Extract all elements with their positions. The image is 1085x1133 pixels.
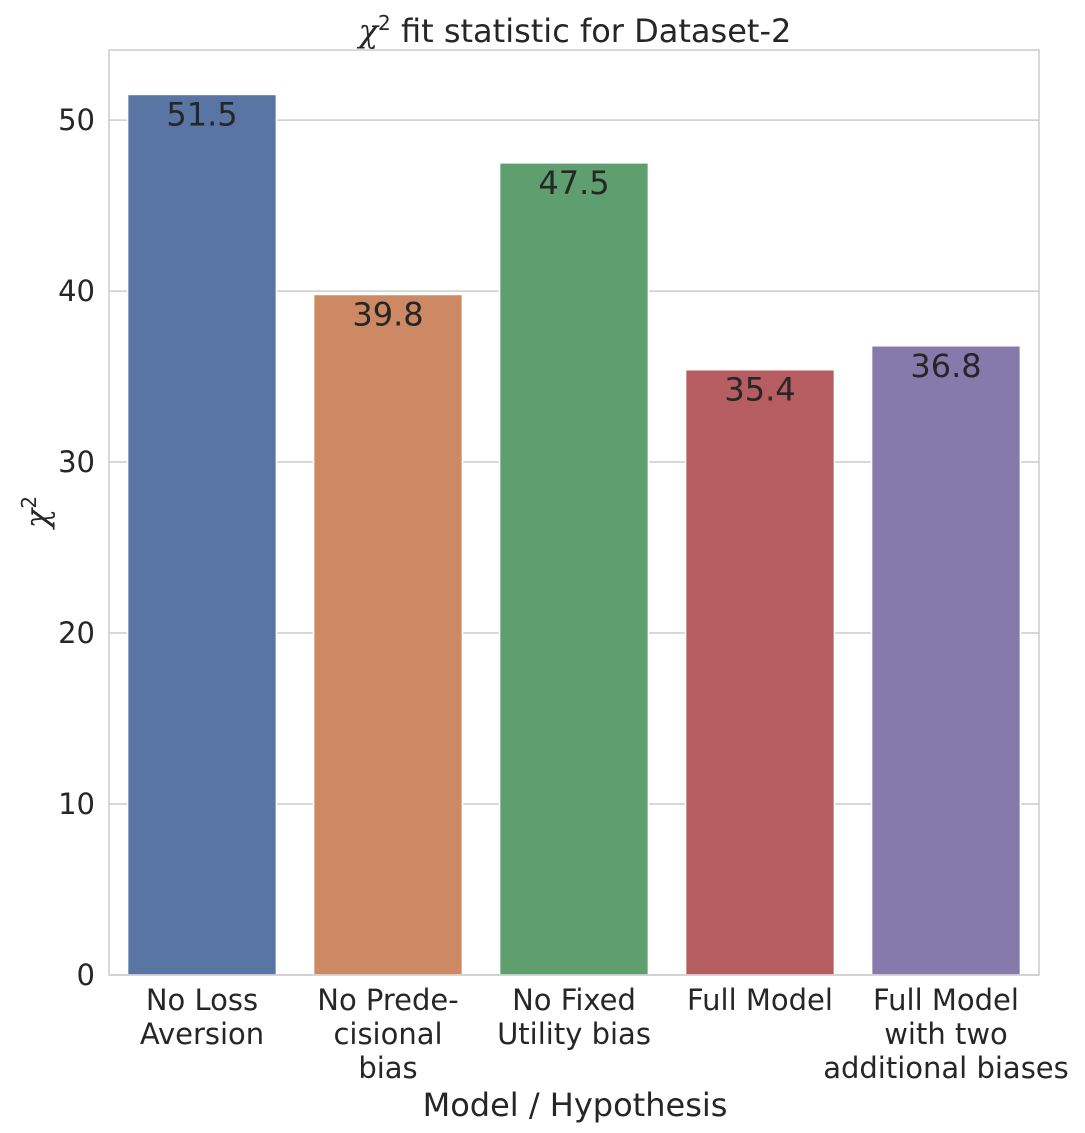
y-axis-label-symbol: χ (18, 507, 56, 530)
y-axis-label: χ2 (17, 496, 56, 530)
chart-title-symbol: χ (357, 12, 380, 50)
y-tick-label: 40 (58, 274, 95, 308)
x-tick-label: No Prede-cisional bias (317, 983, 458, 1085)
bar-value-labels: 51.5 39.8 47.5 35.4 36.8 (166, 95, 981, 408)
y-tick-label: 50 (58, 103, 95, 137)
x-tick-labels: No Loss Aversion No Prede-cisional bias No F… (140, 983, 1069, 1085)
bar-value-label: 36.8 (910, 347, 981, 385)
chart-title-text: fit statistic for Dataset-2 (391, 12, 792, 50)
y-tick-labels: 0 10 20 30 40 50 (58, 103, 95, 992)
bar-value-label: 39.8 (352, 296, 423, 334)
y-tick-label: 0 (77, 958, 95, 992)
bar (126, 93, 278, 976)
x-tick-label: No Loss Aversion (140, 983, 264, 1051)
bar-value-label: 35.4 (724, 371, 795, 409)
bars (126, 93, 1022, 976)
chart-title-superscript: 2 (378, 11, 391, 35)
bar (498, 162, 650, 976)
bar (684, 368, 836, 976)
x-axis-label: Model / Hypothesis (423, 1086, 728, 1124)
y-tick-label: 20 (58, 616, 95, 650)
bar (312, 293, 464, 976)
bar (870, 345, 1022, 976)
x-tick-label: Full Model (687, 983, 833, 1017)
plot-frame (108, 49, 1040, 976)
y-tick-label: 30 (58, 445, 95, 479)
x-tick-label: No Fixed Utility bias (497, 983, 651, 1051)
bar-value-label: 47.5 (538, 164, 609, 202)
y-axis-label-superscript: 2 (17, 496, 41, 509)
bar-value-label: 51.5 (166, 95, 237, 133)
y-tick-label: 10 (58, 787, 95, 821)
chart-title: χ2 fit statistic for Dataset-2 (357, 11, 792, 50)
x-tick-label: Full Model with two additional biases (823, 983, 1069, 1085)
